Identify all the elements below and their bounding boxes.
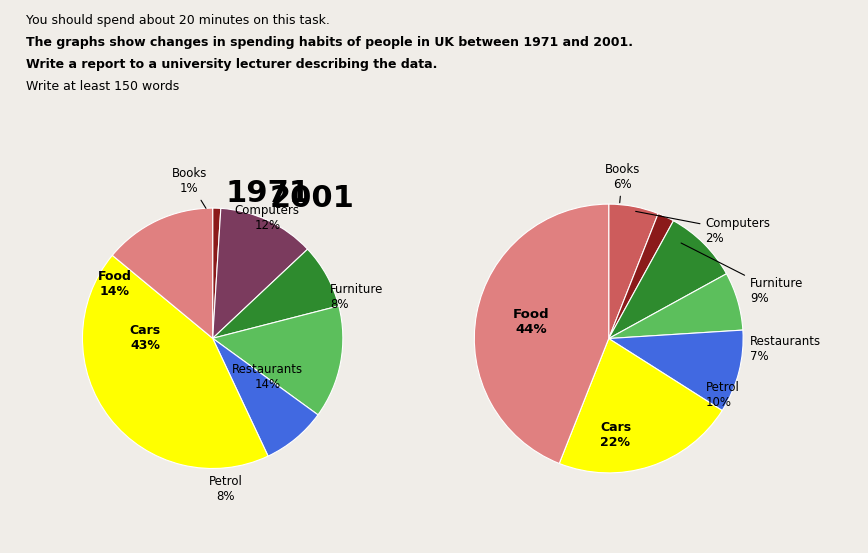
Wedge shape <box>559 338 722 473</box>
Text: Restaurants
14%: Restaurants 14% <box>232 363 303 392</box>
Text: Petrol
10%: Petrol 10% <box>706 381 740 409</box>
Wedge shape <box>608 221 727 338</box>
Text: 2001: 2001 <box>269 184 354 213</box>
Text: You should spend about 20 minutes on this task.: You should spend about 20 minutes on thi… <box>26 14 330 27</box>
Wedge shape <box>474 204 608 463</box>
Wedge shape <box>213 306 343 415</box>
Text: 1971: 1971 <box>226 179 311 208</box>
Text: Cars
22%: Cars 22% <box>600 421 631 449</box>
Wedge shape <box>608 213 674 338</box>
Text: Write at least 150 words: Write at least 150 words <box>26 80 180 93</box>
Text: Furniture
8%: Furniture 8% <box>330 283 383 311</box>
Text: Food
44%: Food 44% <box>512 309 549 336</box>
Wedge shape <box>608 204 658 338</box>
Text: Computers
12%: Computers 12% <box>235 204 299 232</box>
Wedge shape <box>213 338 318 456</box>
Wedge shape <box>213 249 339 338</box>
Text: Books
1%: Books 1% <box>172 167 207 208</box>
Wedge shape <box>112 208 213 338</box>
Wedge shape <box>213 208 220 338</box>
Wedge shape <box>213 208 307 338</box>
Text: Petrol
8%: Petrol 8% <box>208 475 243 503</box>
Text: Computers
2%: Computers 2% <box>635 211 771 245</box>
Wedge shape <box>608 330 743 410</box>
Text: Furniture
9%: Furniture 9% <box>681 243 803 305</box>
Wedge shape <box>82 255 268 468</box>
Text: Restaurants
7%: Restaurants 7% <box>750 335 821 363</box>
Wedge shape <box>608 274 743 338</box>
Text: Write a report to a university lecturer describing the data.: Write a report to a university lecturer … <box>26 58 437 71</box>
Text: Books
6%: Books 6% <box>604 163 640 203</box>
Text: Cars
43%: Cars 43% <box>129 324 161 352</box>
Text: The graphs show changes in spending habits of people in UK between 1971 and 2001: The graphs show changes in spending habi… <box>26 36 633 49</box>
Text: Food
14%: Food 14% <box>98 270 132 298</box>
